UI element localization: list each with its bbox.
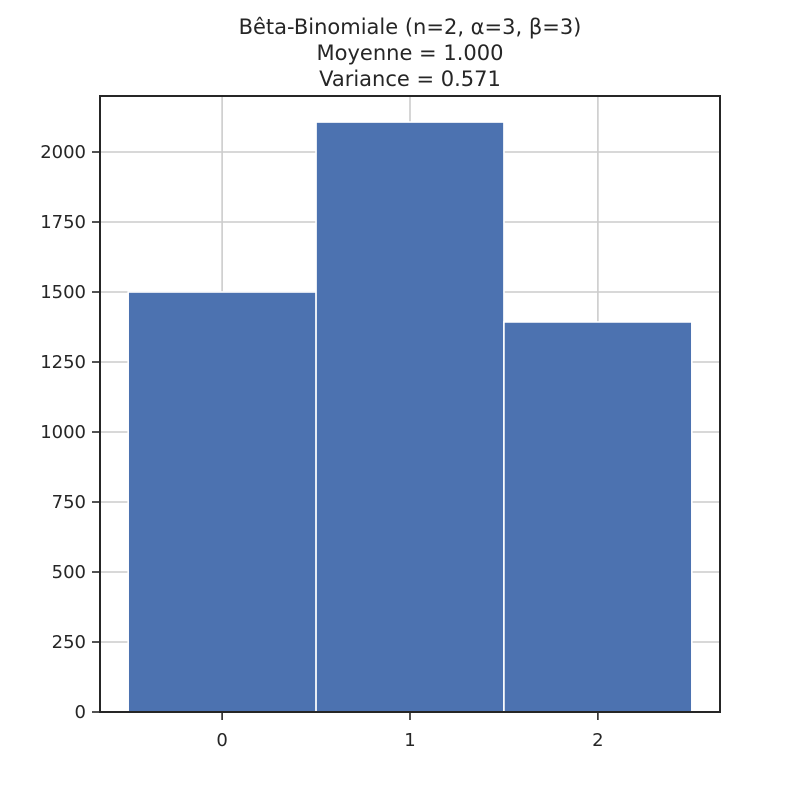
- chart-title: Bêta-Binomiale (n=2, α=3, β=3) Moyenne =…: [239, 15, 582, 91]
- y-tick-label: 1500: [40, 282, 86, 303]
- bar-2: [503, 321, 693, 713]
- y-tick-label: 1000: [40, 422, 86, 443]
- y-tick-label: 1250: [40, 352, 86, 373]
- y-tick-label: 2000: [40, 142, 86, 163]
- y-axis: 0 250 500 750 1000 1250 1500 1750 2000: [40, 142, 100, 723]
- x-tick-label: 2: [592, 730, 603, 751]
- chart-title-line-3: Variance = 0.571: [319, 67, 501, 91]
- chart-title-line-1: Bêta-Binomiale (n=2, α=3, β=3): [239, 15, 582, 39]
- x-tick-label: 0: [216, 730, 227, 751]
- y-tick-label: 250: [52, 632, 86, 653]
- y-tick-label: 500: [52, 562, 86, 583]
- chart-title-line-2: Moyenne = 1.000: [317, 41, 504, 65]
- bar-0: [127, 291, 317, 713]
- y-tick-label: 0: [75, 702, 86, 723]
- x-tick-label: 1: [404, 730, 415, 751]
- bars: [127, 121, 693, 713]
- x-axis: 0 1 2: [216, 712, 604, 751]
- bar-1: [315, 121, 505, 713]
- y-tick-label: 1750: [40, 212, 86, 233]
- y-tick-label: 750: [52, 492, 86, 513]
